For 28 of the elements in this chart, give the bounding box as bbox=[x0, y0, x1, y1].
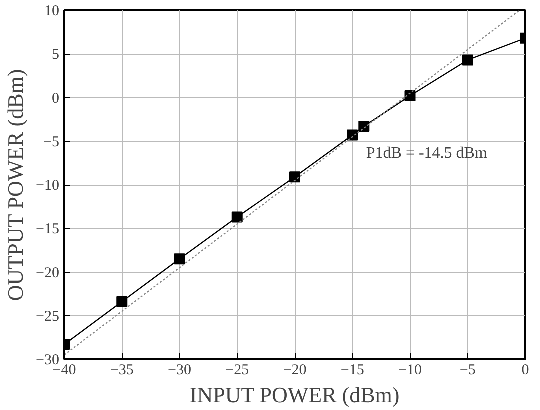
y-tick-label: −10 bbox=[36, 178, 60, 194]
point bbox=[462, 54, 474, 66]
x-tick-label: −35 bbox=[110, 362, 134, 378]
y-axis-title: OUTPUT POWER (dBm) bbox=[3, 69, 28, 302]
point bbox=[116, 296, 128, 308]
y-tick-label: 5 bbox=[52, 47, 60, 64]
x-tick-label: −30 bbox=[168, 362, 192, 378]
y-tick-label: 10 bbox=[44, 4, 60, 20]
y-tick-label: −20 bbox=[36, 265, 60, 282]
point bbox=[174, 254, 186, 265]
x-tick-label: 0 bbox=[522, 362, 530, 378]
annotation: P1dB = -14.5 dBm bbox=[366, 144, 488, 162]
y-tick-label: −15 bbox=[36, 222, 60, 238]
x-tick-label: −25 bbox=[226, 362, 250, 378]
point bbox=[358, 121, 370, 132]
point bbox=[232, 212, 243, 223]
x-tick-label: −5 bbox=[460, 362, 476, 378]
x-tick-label: −20 bbox=[283, 362, 307, 378]
point bbox=[290, 172, 300, 183]
x-axis-title: INPUT POWER (dBm) bbox=[190, 382, 400, 408]
x-tick-label: −15 bbox=[340, 362, 364, 378]
y-tick-label: −25 bbox=[36, 308, 60, 325]
y-tick-label: −30 bbox=[36, 352, 60, 368]
point bbox=[347, 130, 358, 141]
y-tick-label: 0 bbox=[52, 90, 60, 107]
y-tick-label: −5 bbox=[44, 134, 60, 150]
x-tick-label: −10 bbox=[398, 362, 422, 378]
point bbox=[404, 90, 416, 102]
